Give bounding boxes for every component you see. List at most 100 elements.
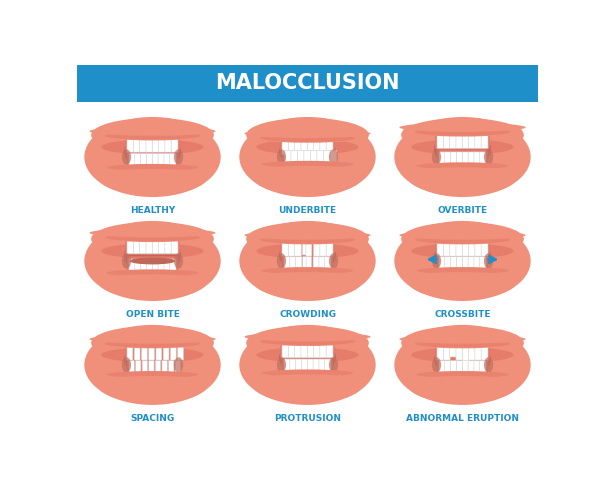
Ellipse shape: [329, 150, 338, 165]
Ellipse shape: [174, 150, 183, 165]
FancyBboxPatch shape: [163, 345, 169, 360]
FancyBboxPatch shape: [456, 133, 463, 149]
FancyBboxPatch shape: [439, 153, 445, 166]
Ellipse shape: [253, 160, 362, 196]
FancyBboxPatch shape: [125, 341, 180, 361]
Text: OPEN BITE: OPEN BITE: [125, 309, 179, 318]
Ellipse shape: [246, 223, 369, 256]
FancyBboxPatch shape: [439, 257, 445, 270]
Ellipse shape: [329, 358, 338, 373]
FancyBboxPatch shape: [437, 345, 444, 360]
FancyBboxPatch shape: [320, 341, 326, 358]
FancyBboxPatch shape: [158, 260, 164, 273]
FancyBboxPatch shape: [314, 241, 320, 257]
Ellipse shape: [403, 233, 522, 245]
Ellipse shape: [93, 230, 212, 243]
FancyBboxPatch shape: [125, 133, 180, 154]
FancyBboxPatch shape: [284, 151, 292, 164]
FancyBboxPatch shape: [437, 241, 444, 257]
FancyBboxPatch shape: [469, 345, 475, 360]
FancyBboxPatch shape: [326, 241, 333, 257]
FancyBboxPatch shape: [291, 151, 298, 164]
FancyBboxPatch shape: [129, 154, 135, 167]
FancyBboxPatch shape: [127, 152, 178, 170]
Ellipse shape: [98, 264, 207, 299]
FancyBboxPatch shape: [171, 239, 178, 254]
FancyBboxPatch shape: [282, 255, 333, 273]
FancyBboxPatch shape: [133, 239, 140, 254]
Ellipse shape: [239, 118, 376, 198]
Ellipse shape: [434, 131, 491, 169]
FancyBboxPatch shape: [325, 359, 331, 372]
Ellipse shape: [277, 150, 286, 165]
FancyBboxPatch shape: [317, 151, 324, 164]
FancyBboxPatch shape: [282, 357, 333, 375]
FancyBboxPatch shape: [468, 257, 475, 270]
Ellipse shape: [122, 254, 131, 269]
Ellipse shape: [400, 335, 526, 344]
Ellipse shape: [256, 140, 359, 155]
FancyBboxPatch shape: [462, 257, 469, 270]
Ellipse shape: [89, 335, 215, 344]
FancyBboxPatch shape: [127, 345, 133, 360]
Ellipse shape: [412, 140, 514, 155]
FancyBboxPatch shape: [451, 257, 457, 270]
FancyBboxPatch shape: [457, 153, 463, 166]
Ellipse shape: [256, 244, 359, 259]
Ellipse shape: [84, 118, 221, 198]
FancyBboxPatch shape: [313, 257, 319, 270]
FancyBboxPatch shape: [149, 345, 155, 360]
FancyBboxPatch shape: [480, 257, 486, 270]
FancyBboxPatch shape: [127, 257, 178, 275]
FancyBboxPatch shape: [295, 341, 301, 358]
FancyBboxPatch shape: [307, 140, 314, 155]
FancyBboxPatch shape: [140, 260, 147, 273]
FancyBboxPatch shape: [146, 239, 153, 254]
FancyBboxPatch shape: [435, 129, 490, 150]
Ellipse shape: [124, 135, 181, 171]
FancyBboxPatch shape: [289, 241, 295, 257]
Ellipse shape: [434, 342, 491, 377]
FancyBboxPatch shape: [155, 361, 161, 374]
Ellipse shape: [484, 150, 493, 165]
FancyBboxPatch shape: [149, 361, 154, 374]
Ellipse shape: [434, 238, 491, 274]
FancyBboxPatch shape: [481, 133, 488, 149]
FancyBboxPatch shape: [142, 361, 148, 374]
FancyBboxPatch shape: [469, 133, 475, 149]
Ellipse shape: [260, 338, 355, 346]
Ellipse shape: [404, 163, 520, 175]
FancyBboxPatch shape: [319, 257, 325, 270]
FancyBboxPatch shape: [457, 257, 463, 270]
Ellipse shape: [408, 367, 517, 403]
FancyBboxPatch shape: [158, 239, 166, 254]
FancyBboxPatch shape: [158, 137, 166, 153]
Ellipse shape: [253, 264, 362, 299]
Text: PROTRUSION: PROTRUSION: [274, 413, 341, 422]
Ellipse shape: [239, 325, 376, 405]
FancyBboxPatch shape: [449, 241, 457, 257]
FancyBboxPatch shape: [152, 154, 158, 167]
FancyBboxPatch shape: [326, 341, 333, 358]
FancyBboxPatch shape: [142, 345, 147, 360]
Ellipse shape: [106, 270, 199, 277]
FancyBboxPatch shape: [445, 257, 451, 270]
Ellipse shape: [84, 325, 221, 405]
FancyBboxPatch shape: [282, 148, 333, 167]
Ellipse shape: [432, 358, 441, 373]
Ellipse shape: [105, 133, 200, 141]
FancyBboxPatch shape: [480, 153, 486, 166]
FancyBboxPatch shape: [296, 359, 302, 372]
Ellipse shape: [244, 130, 371, 139]
Ellipse shape: [101, 244, 203, 259]
FancyBboxPatch shape: [289, 341, 295, 358]
FancyBboxPatch shape: [302, 241, 308, 255]
FancyBboxPatch shape: [443, 345, 450, 360]
Ellipse shape: [262, 267, 353, 274]
Ellipse shape: [408, 264, 517, 299]
Ellipse shape: [244, 231, 371, 240]
FancyBboxPatch shape: [295, 140, 301, 155]
Ellipse shape: [400, 123, 526, 133]
Ellipse shape: [415, 340, 510, 348]
Ellipse shape: [106, 164, 199, 171]
